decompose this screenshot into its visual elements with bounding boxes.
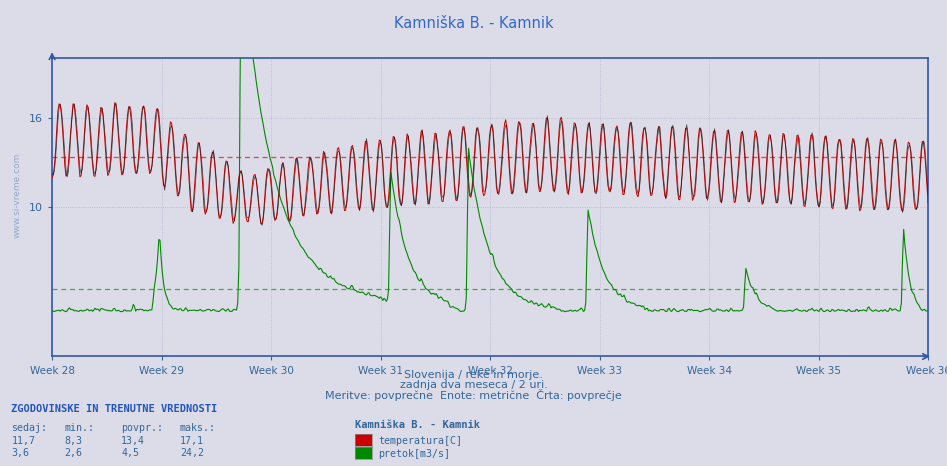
- Text: sedaj:: sedaj:: [11, 423, 47, 433]
- Text: 2,6: 2,6: [64, 448, 82, 458]
- Text: Meritve: povprečne  Enote: metrične  Črta: povprečje: Meritve: povprečne Enote: metrične Črta:…: [325, 389, 622, 401]
- Text: 4,5: 4,5: [121, 448, 139, 458]
- Text: 24,2: 24,2: [180, 448, 204, 458]
- Text: povpr.:: povpr.:: [121, 423, 163, 433]
- Text: min.:: min.:: [64, 423, 95, 433]
- Text: 13,4: 13,4: [121, 436, 145, 445]
- Text: zadnja dva meseca / 2 uri.: zadnja dva meseca / 2 uri.: [400, 380, 547, 390]
- Text: Slovenija / reke in morje.: Slovenija / reke in morje.: [404, 370, 543, 380]
- Text: Kamniška B. - Kamnik: Kamniška B. - Kamnik: [394, 16, 553, 31]
- Text: 11,7: 11,7: [11, 436, 35, 445]
- Text: ZGODOVINSKE IN TRENUTNE VREDNOSTI: ZGODOVINSKE IN TRENUTNE VREDNOSTI: [11, 404, 218, 414]
- Text: temperatura[C]: temperatura[C]: [378, 436, 462, 445]
- Text: www.si-vreme.com: www.si-vreme.com: [12, 153, 22, 239]
- Text: pretok[m3/s]: pretok[m3/s]: [378, 449, 450, 459]
- Text: Kamniška B. - Kamnik: Kamniška B. - Kamnik: [355, 420, 480, 430]
- Text: 8,3: 8,3: [64, 436, 82, 445]
- Text: 3,6: 3,6: [11, 448, 29, 458]
- Text: 17,1: 17,1: [180, 436, 204, 445]
- Text: maks.:: maks.:: [180, 423, 216, 433]
